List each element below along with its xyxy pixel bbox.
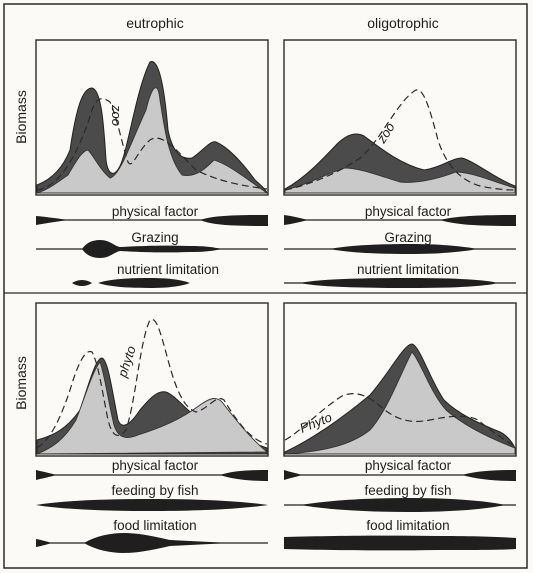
phyto-curve: [284, 393, 516, 447]
y-axis-label-bottom: Biomass: [13, 356, 29, 410]
bar-nutrient-limitation: [72, 278, 190, 288]
bar-feeding-by-fish: [36, 499, 268, 511]
bar-label-feeding-by-fish: feeding by fish: [111, 483, 198, 498]
curve-label-zoo: zoo: [109, 104, 124, 126]
zoo-curve: [284, 89, 516, 191]
y-axis-label-top: Biomass: [13, 90, 29, 144]
bar-physical-factor: [284, 470, 516, 481]
zoo-curve: [36, 318, 268, 449]
bar-feeding-by-fish: [300, 498, 506, 512]
bar-label-grazing: Grazing: [384, 230, 431, 245]
panel-bottom-oligotrophic: Phyto: [283, 302, 517, 457]
bar-label-physical-factor: physical factor: [365, 204, 452, 219]
light-biomass-area: [36, 87, 269, 194]
bar-label-food-limitation: food limitation: [366, 518, 449, 533]
bar-label-grazing: Grazing: [131, 230, 178, 245]
bar-physical-factor: [36, 470, 268, 481]
bar-food-limitation: [36, 533, 230, 553]
bar-label-nutrient-limitation: nutrient limitation: [357, 262, 459, 277]
column-title-oligotrophic: oligotrophic: [367, 15, 439, 31]
bar-label-physical-factor: physical factor: [112, 204, 199, 219]
panel-bottom-eutrophic: phyto: [35, 302, 269, 457]
bar-label-food-limitation: food limitation: [113, 518, 196, 533]
light-biomass-area: [284, 351, 516, 455]
bar-grazing: [330, 244, 478, 254]
zoo-curve: [36, 98, 268, 191]
bar-physical-factor: [284, 215, 516, 226]
bars-bottom-eutrophic: physical factor feeding by fish food lim…: [36, 458, 268, 553]
light-biomass-area: [36, 361, 269, 455]
bars-top-eutrophic: physical factor Grazing nutrient limitat…: [36, 204, 268, 288]
outer-frame: [3, 3, 528, 569]
column-title-eutrophic: eutrophic: [126, 15, 184, 31]
light-biomass-area: [284, 167, 516, 194]
bars-top-oligotrophic: physical factor Grazing nutrient limitat…: [284, 204, 516, 288]
bar-physical-factor: [36, 215, 268, 226]
panel-top-eutrophic: zoo: [35, 39, 269, 196]
bar-label-physical-factor: physical factor: [112, 458, 199, 473]
bar-label-nutrient-limitation: nutrient limitation: [117, 262, 219, 277]
bar-food-limitation: [284, 535, 516, 551]
bar-grazing: [82, 240, 222, 258]
bars-bottom-oligotrophic: physical factor feeding by fish food lim…: [284, 458, 516, 551]
panel-top-oligotrophic: zoo: [283, 39, 517, 196]
bar-nutrient-limitation: [300, 278, 498, 288]
bar-label-feeding-by-fish: feeding by fish: [364, 483, 451, 498]
bar-label-physical-factor: physical factor: [365, 458, 452, 473]
